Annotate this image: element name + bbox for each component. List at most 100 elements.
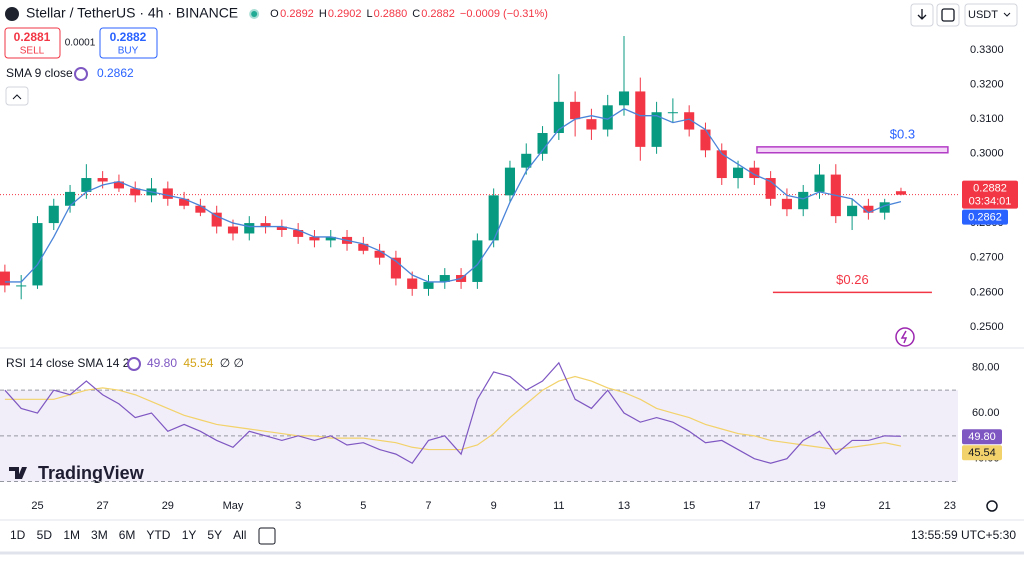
y-tick-label: 0.3300 (970, 44, 1004, 56)
rsi-sma-line (4, 375, 902, 451)
sell-button[interactable] (4, 27, 61, 59)
candle-body (814, 174, 825, 192)
ohlc-key: L (366, 8, 372, 20)
x-tick-label: 11 (553, 500, 564, 512)
x-tick-label: May (223, 500, 244, 512)
x-tick-label: 25 (31, 500, 43, 512)
x-tick-label: 9 (491, 500, 497, 512)
chart-title: Stellar / TetherUS · 4h · BINANCE (26, 5, 238, 21)
currency-button[interactable] (964, 3, 1018, 27)
rsi-line (4, 361, 901, 465)
range-button[interactable]: 3M (91, 528, 108, 542)
range-button[interactable]: 1M (63, 528, 80, 542)
candle-body (48, 205, 59, 224)
range-button[interactable]: 5D (37, 528, 53, 542)
y-tick-label: 0.2700 (970, 252, 1004, 264)
range-button[interactable]: 5Y (207, 528, 222, 542)
range-button[interactable]: All (233, 528, 246, 542)
candle-body (423, 281, 434, 289)
sma-legend: SMA 9 close (6, 66, 73, 80)
annotation-label: $0.26 (836, 272, 869, 287)
clock: 13:55:59 UTC+5:30 (911, 528, 1016, 542)
buy-price: 0.2882 (110, 30, 147, 44)
buy-label: BUY (118, 46, 139, 57)
download-icon (917, 9, 927, 20)
rsi-value-axis: 49.80 (968, 431, 996, 443)
candle-body (847, 205, 858, 217)
ohlc-key: C (412, 8, 420, 20)
countdown: 03:34:01 (969, 196, 1012, 208)
y-tick-label: 0.3000 (970, 148, 1004, 160)
collapse-icon (12, 94, 22, 100)
x-tick-label: 29 (162, 500, 174, 512)
candle-body (537, 133, 548, 154)
buy-button[interactable] (99, 27, 158, 59)
candle-body (879, 202, 890, 213)
candle-body (684, 112, 695, 130)
candle-body (390, 257, 401, 279)
candle-body (244, 223, 255, 234)
candle-body (260, 223, 271, 227)
rsi-sma-value: 45.54 (183, 356, 213, 370)
candle-body (309, 236, 320, 241)
logo: TradingView (38, 463, 145, 483)
rsi-pane (0, 361, 958, 483)
candle-body (895, 191, 907, 195)
currency: USDT (968, 9, 998, 21)
candle-body (325, 236, 336, 241)
rsi-tick-label: 80.00 (972, 361, 1000, 373)
annotation-label: $0.3 (890, 126, 915, 141)
range-button[interactable]: YTD (146, 528, 170, 542)
range-button[interactable]: 6M (119, 528, 136, 542)
candle-body (618, 91, 630, 106)
candle-body (162, 188, 173, 199)
candle-body (716, 150, 727, 179)
candle-body (733, 167, 744, 179)
x-tick-label: 3 (295, 500, 301, 512)
collapse-button[interactable] (5, 86, 29, 106)
x-tick-label: 27 (97, 500, 109, 512)
price-pane: $0.3 $0.26 (0, 36, 958, 300)
toolbar-buttons: USDT (910, 3, 1018, 27)
x-tick-label: 21 (879, 500, 891, 512)
symbol-icon (5, 7, 19, 21)
candle-body (293, 230, 304, 237)
y-tick-label: 0.2600 (970, 286, 1004, 298)
candle-body (97, 178, 108, 182)
spread: 0.0001 (65, 38, 96, 49)
candle-body (179, 198, 190, 206)
candle-body (211, 212, 222, 227)
y-tick-label: 0.3200 (970, 78, 1004, 90)
last-price-label: 0.2882 (973, 183, 1007, 195)
candle-body (113, 181, 124, 189)
ohlc-key: H (319, 8, 327, 20)
candle-body (781, 198, 792, 210)
candle-body (227, 226, 239, 234)
replay-button[interactable] (936, 3, 960, 27)
candle-body (472, 240, 483, 282)
rsi-legend: RSI 14 close SMA 14 2 (6, 356, 130, 370)
y-tick-label: 0.2500 (970, 321, 1004, 333)
candle-body (586, 119, 597, 130)
candle-body (570, 101, 581, 120)
sma-value: 0.2862 (97, 66, 134, 80)
alert-icon[interactable] (895, 327, 915, 347)
last-price-box (962, 180, 1018, 209)
sma-price-box (962, 209, 1008, 225)
range-button[interactable]: 1D (10, 528, 26, 542)
range-button[interactable]: 1Y (182, 528, 197, 542)
logo-mark (9, 467, 27, 479)
trade-panel: 0.2881 SELL 0.0001 0.2882 BUY (4, 27, 158, 59)
candle-body (635, 91, 646, 147)
x-tick-label: 17 (748, 500, 760, 512)
candle-body (16, 285, 27, 287)
candle-body (602, 105, 613, 130)
x-tick-label: 7 (425, 500, 431, 512)
candle-body (65, 191, 76, 206)
x-tick-label: 13 (618, 500, 630, 512)
settings-icon[interactable] (986, 500, 998, 512)
sma-line (4, 108, 902, 283)
date-range-icon[interactable] (258, 527, 276, 545)
candle-body (521, 153, 532, 168)
ohlc-value: 0.2902 (328, 8, 362, 20)
